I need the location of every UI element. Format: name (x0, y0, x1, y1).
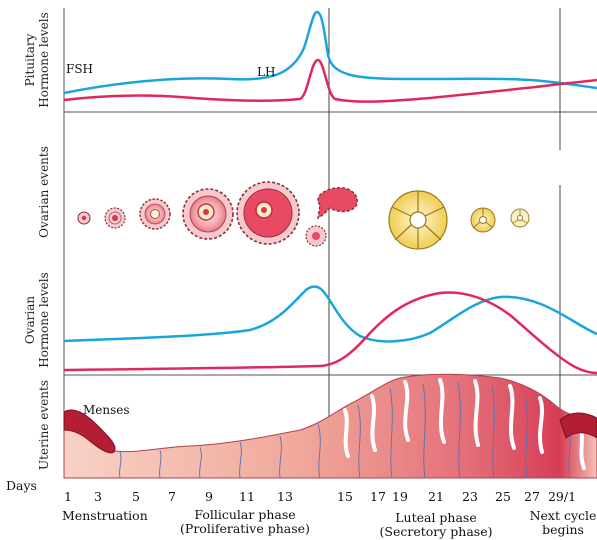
phase-menstruation: Menstruation (62, 508, 148, 523)
menses-flow (63, 409, 116, 454)
ovarian-events-row-label: Ovarian events (37, 146, 51, 238)
uterine-lining (63, 373, 597, 479)
day-tick-label: 13 (277, 489, 293, 504)
phase-follicular-line2: (Proliferative phase) (180, 521, 310, 536)
fsh-label: FSH (66, 62, 93, 76)
estrogen-curve (63, 285, 597, 343)
lh-label: LH (257, 65, 275, 79)
phase-follicular-line1: Follicular phase (194, 507, 295, 522)
day-tick-label: 19 (392, 489, 408, 504)
day-tick-label: 7 (168, 489, 176, 504)
fsh-curve (63, 10, 597, 95)
antral-follicle-icon (182, 188, 234, 240)
phase-next-cycle-line2: begins (542, 522, 584, 537)
phase-next-cycle-line1: Next cycle (530, 508, 597, 523)
menses-label: Menses (83, 403, 130, 417)
secondary-follicle-icon (104, 207, 126, 229)
uterine-events-row-label: Uterine events (37, 380, 51, 470)
day-ticks: 1 3 5 7 9 11 13 15 17 19 21 23 25 27 29/1 (64, 489, 576, 504)
ovulation-follicle-icon (305, 187, 358, 247)
progesterone-curve (63, 291, 597, 375)
days-label: Days (6, 478, 37, 493)
day-tick-label: 15 (337, 489, 353, 504)
graafian-follicle-icon (236, 181, 300, 245)
day-tick-label: 25 (495, 489, 511, 504)
day-tick-label: 21 (428, 489, 444, 504)
lh-curve (63, 58, 597, 103)
phase-luteal-line2: (Secretory phase) (380, 524, 493, 539)
pituitary-row-label-line2: Hormone levels (37, 12, 51, 108)
regressing-corpus-luteum-icon (470, 207, 496, 233)
ovarian-hormone-row-label-line2: Hormone levels (37, 272, 51, 368)
growing-follicle-icon (139, 198, 171, 230)
day-tick-label: 9 (205, 489, 213, 504)
day-tick-label: 11 (239, 489, 255, 504)
day-tick-label: 17 (370, 489, 386, 504)
phase-luteal-line1: Luteal phase (395, 510, 477, 525)
day-tick-label: 1 (64, 489, 72, 504)
ovarian-hormone-row-label-line1: Ovarian (23, 296, 37, 345)
corpus-albicans-icon (510, 208, 530, 228)
day-tick-label: 5 (132, 489, 140, 504)
day-tick-label: 23 (462, 489, 478, 504)
day-tick-label: 27 (524, 489, 540, 504)
day-tick-label: 29/1 (548, 489, 576, 504)
pituitary-row-label-line1: Pituitary (23, 33, 37, 86)
primary-follicle-icon (77, 211, 91, 225)
corpus-luteum-icon (388, 190, 448, 250)
next-menses-flow (559, 412, 597, 439)
day-tick-label: 3 (94, 489, 102, 504)
